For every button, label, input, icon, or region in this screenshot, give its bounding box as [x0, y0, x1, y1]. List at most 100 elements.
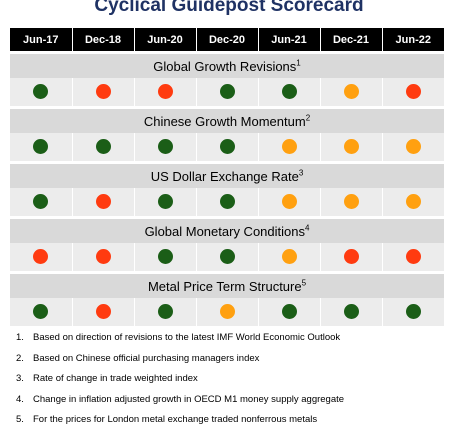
status-dot-orange: [405, 139, 421, 155]
status-cell: [10, 298, 72, 326]
footnote-item: 2. Based on Chinese official purchasing m…: [16, 352, 344, 373]
status-dot-green: [157, 194, 173, 210]
status-dot-green: [281, 304, 297, 320]
row-gap: [10, 161, 444, 164]
status-dot-red: [95, 249, 111, 265]
status-cell: [381, 188, 444, 216]
status-dot-red: [95, 194, 111, 210]
status-cell: [133, 188, 196, 216]
row-gap: [10, 271, 444, 274]
status-dot-orange: [343, 139, 359, 155]
status-dot-green: [157, 249, 173, 265]
column-header: Dec-21: [319, 28, 382, 51]
status-cell: [195, 298, 258, 326]
status-dot-green: [33, 194, 49, 210]
row-gap: [10, 106, 444, 109]
status-cell: [133, 78, 196, 106]
status-cell: [319, 78, 382, 106]
status-cell: [319, 133, 382, 161]
status-dot-green: [157, 139, 173, 155]
indicator-label-row: Metal Price Term Structure5: [10, 274, 444, 298]
indicator-label-cell: Global Growth Revisions1: [10, 54, 444, 78]
status-dot-orange: [343, 194, 359, 210]
footnote-number: 3.: [16, 373, 24, 384]
indicator-label: Chinese Growth Momentum: [143, 113, 306, 129]
status-cell: [71, 298, 134, 326]
status-dot-orange: [281, 139, 297, 155]
row-gap-cell: [10, 161, 444, 164]
footnote-item: 3. Rate of change in trade weighted index: [16, 372, 344, 393]
status-dot-orange: [281, 249, 297, 265]
footnote-number: 1.: [16, 332, 24, 343]
footnote-text: Change in inflation adjusted growth in O…: [33, 393, 345, 405]
footnote-marker: 2: [305, 113, 311, 123]
status-cell: [133, 298, 196, 326]
status-cell: [133, 133, 196, 161]
status-dot-green: [219, 139, 235, 155]
status-cell: [381, 298, 444, 326]
status-cell: [257, 78, 320, 106]
indicator-label-cell: Metal Price Term Structure5: [10, 274, 444, 298]
status-dot-orange: [219, 304, 235, 320]
status-dot-green: [33, 139, 49, 155]
footnote-item: 1. Based on direction of revisions to the…: [16, 331, 344, 352]
status-dot-green: [95, 139, 111, 155]
chart-title: Cyclical Guidepost Scorecard: [94, 0, 364, 16]
status-cell: [10, 188, 72, 216]
status-cell: [257, 298, 320, 326]
status-row: [10, 298, 444, 326]
status-cell: [195, 188, 258, 216]
footnotes-list: 1. Based on direction of revisions to the…: [16, 331, 344, 434]
status-dot-red: [405, 84, 421, 100]
row-gap-cell: [10, 271, 444, 274]
status-cell: [71, 243, 134, 271]
status-dot-green: [219, 84, 235, 100]
footnote-item: 4. Change in inflation adjusted growth in…: [16, 393, 344, 414]
indicator-label-cell: Global Monetary Conditions4: [10, 219, 444, 243]
status-cell: [319, 188, 382, 216]
footnote-marker: 3: [298, 168, 304, 178]
status-cell: [195, 78, 258, 106]
status-cell: [381, 78, 444, 106]
status-cell: [71, 188, 134, 216]
indicator-label-row: Global Monetary Conditions4: [10, 219, 444, 243]
status-dot-orange: [405, 194, 421, 210]
footnote-marker: 4: [304, 223, 310, 233]
row-gap: [10, 216, 444, 219]
column-header: Jun-17: [10, 28, 72, 51]
status-dot-red: [95, 304, 111, 320]
indicator-label-row: Chinese Growth Momentum2: [10, 109, 444, 133]
status-dot-red: [95, 84, 111, 100]
status-row: [10, 78, 444, 106]
row-gap-cell: [10, 51, 444, 54]
indicator-label-row: US Dollar Exchange Rate3: [10, 164, 444, 188]
status-dot-green: [157, 304, 173, 320]
scorecard-table: Jun-17 Dec-18 Jun-20 Dec-20 Jun-21 Dec-2…: [10, 28, 444, 326]
status-cell: [133, 243, 196, 271]
status-dot-red: [405, 249, 421, 265]
status-dot-green: [33, 84, 49, 100]
status-dot-green: [405, 304, 421, 320]
column-header: Jun-22: [381, 28, 444, 51]
scorecard-body: Global Growth Revisions1 Chinese Growth M…: [10, 51, 444, 326]
status-cell: [71, 78, 134, 106]
status-dot-orange: [343, 84, 359, 100]
status-dot-green: [219, 249, 235, 265]
footnote-text: Rate of change in trade weighted index: [33, 373, 198, 384]
status-dot-red: [157, 84, 173, 100]
status-cell: [381, 243, 444, 271]
status-cell: [381, 133, 444, 161]
status-row: [10, 243, 444, 271]
status-dot-red: [33, 249, 49, 265]
status-dot-orange: [281, 194, 297, 210]
row-gap-cell: [10, 216, 444, 219]
footnote-text: For the prices for London metal exchange…: [33, 414, 318, 425]
indicator-label-cell: Chinese Growth Momentum2: [10, 109, 444, 133]
status-cell: [319, 298, 382, 326]
footnote-item: 5. For the prices for London metal exchan…: [16, 413, 344, 434]
status-cell: [195, 243, 258, 271]
column-header: Jun-21: [257, 28, 320, 51]
status-cell: [257, 133, 320, 161]
status-row: [10, 133, 444, 161]
header-row: Jun-17 Dec-18 Jun-20 Dec-20 Jun-21 Dec-2…: [10, 28, 444, 51]
